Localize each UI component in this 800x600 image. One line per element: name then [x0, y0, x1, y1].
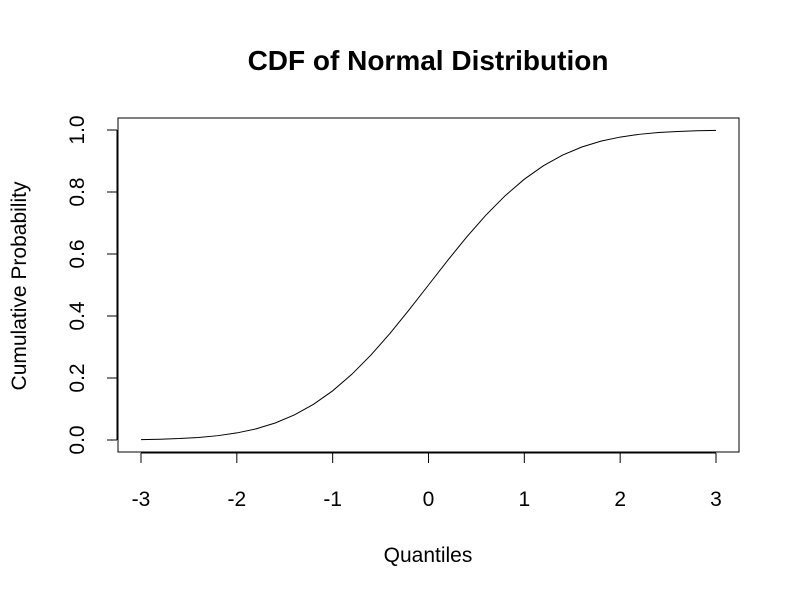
plot-frame — [117, 117, 740, 453]
y-tick-label: 0.8 — [66, 177, 89, 206]
y-axis: 0.0 0.2 0.4 0.6 0.8 1.0 — [66, 115, 118, 455]
x-tick-label: -1 — [323, 488, 342, 511]
cdf-series-line — [140, 129, 717, 441]
y-tick-label: 0.0 — [66, 425, 89, 454]
y-tick-label: 0.4 — [66, 301, 89, 331]
y-tick-label: 1.0 — [66, 115, 89, 144]
chart-title: CDF of Normal Distribution — [248, 45, 609, 76]
y-tick-label: 0.2 — [66, 363, 89, 392]
y-axis-label: Cumulative Probability — [8, 181, 31, 390]
x-axis: -3 -2 -1 0 1 2 3 — [132, 452, 722, 511]
y-tick-label: 0.6 — [66, 239, 89, 268]
x-tick-label: 2 — [614, 488, 626, 511]
x-tick-label: 0 — [423, 488, 435, 511]
x-tick-label: 3 — [710, 488, 722, 511]
x-axis-label: Quantiles — [384, 544, 473, 567]
x-tick-label: -2 — [227, 488, 246, 511]
x-tick-label: -3 — [132, 488, 151, 511]
x-tick-label: 1 — [518, 488, 530, 511]
